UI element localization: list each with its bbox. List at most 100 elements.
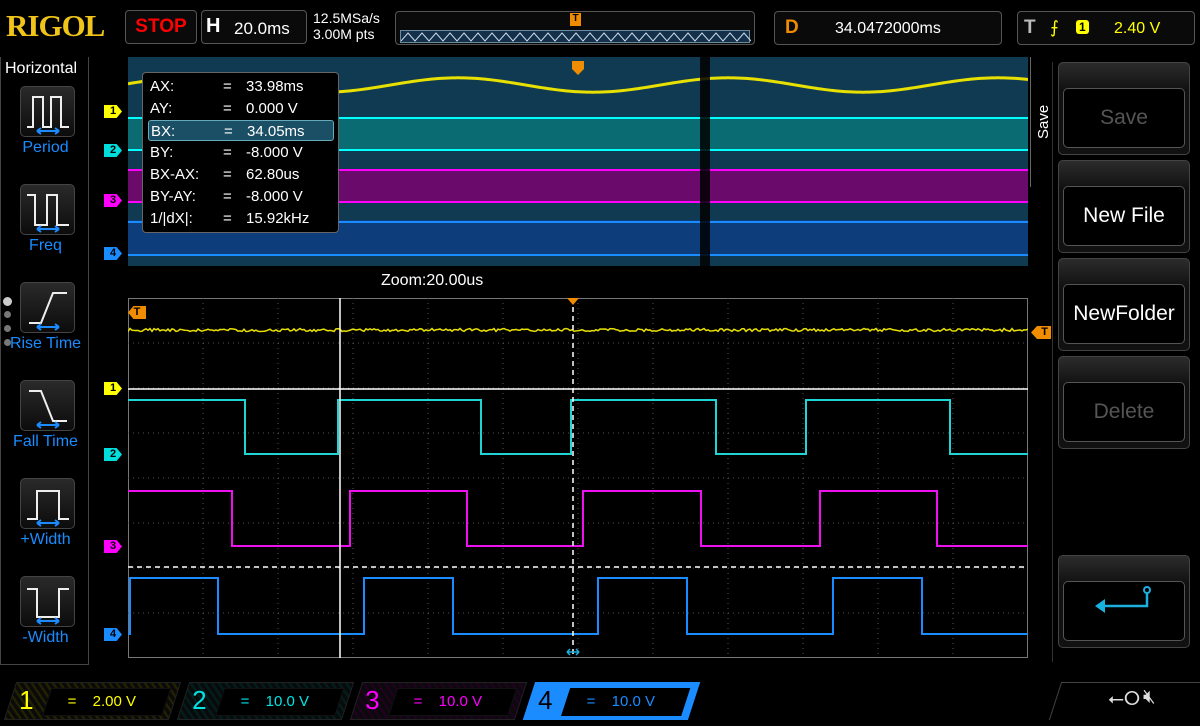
channel-4-marker: 4: [104, 247, 122, 260]
channel-scale: 10.0 V: [265, 689, 308, 715]
cursor-key: AY:: [150, 98, 172, 119]
channel-scale: 2.00 V: [92, 689, 135, 715]
channel-2-marker: 2: [104, 144, 122, 157]
back-button[interactable]: [1058, 555, 1190, 648]
zoom-waveform-window: [128, 298, 1028, 658]
measure-freq-button[interactable]: [20, 184, 75, 235]
cursor-equals: =: [223, 98, 232, 119]
cursor-value: 34.05ms: [247, 121, 305, 142]
cursor-key: BY:: [150, 142, 173, 163]
measure-label: Rise Time: [1, 335, 90, 353]
measure-width-button[interactable]: [20, 478, 75, 529]
coupling-icon: =: [241, 689, 250, 715]
channel-4-marker: 4: [104, 628, 122, 641]
period-icon: [21, 87, 76, 138]
measure-label: Freq: [1, 237, 90, 255]
sample-rate: 12.5MSa/s: [313, 10, 380, 26]
channel-1-tab[interactable]: 1 = 2.00 V: [4, 682, 181, 720]
rise-time-icon: [21, 283, 76, 334]
channel-3-marker: 3: [104, 540, 122, 553]
cursor-key: BY-AY:: [150, 186, 196, 207]
cursor-equals: =: [223, 76, 232, 97]
coupling-icon: =: [414, 689, 423, 715]
timebase-value: 20.0ms: [234, 19, 290, 39]
zoom-timebase-label: Zoom:20.00us: [381, 272, 483, 290]
channel-number: 4: [538, 685, 552, 716]
channel-3-marker: 3: [104, 194, 122, 207]
measure-label: -Width: [1, 629, 90, 647]
menu-page-dot[interactable]: [4, 325, 11, 332]
new-file-label: New File: [1063, 186, 1185, 246]
menu-page-dot[interactable]: [3, 297, 12, 306]
memory-waveform: [400, 30, 750, 43]
frequency-icon: [21, 185, 76, 236]
new-folder-label: NewFolder: [1063, 284, 1185, 344]
new-file-button[interactable]: New File: [1058, 160, 1190, 253]
memory-depth: 3.00M pts: [313, 26, 380, 42]
cursor-value: -8.000 V: [246, 186, 303, 207]
measure-label: +Width: [1, 531, 90, 549]
cursor-row: AX: = 33.98ms: [148, 76, 334, 97]
delay-value: 34.0472000ms: [835, 20, 941, 38]
channel-4-tab[interactable]: 4 = 10.0 V: [523, 682, 700, 720]
cursor-row[interactable]: BX: = 34.05ms: [148, 120, 334, 141]
delay-box[interactable]: D 34.0472000ms: [774, 11, 1002, 45]
measure-label: Fall Time: [1, 433, 90, 451]
channel-2-tab[interactable]: 2 = 10.0 V: [177, 682, 354, 720]
channel-4-trace: [128, 578, 1028, 634]
measure-period-button[interactable]: [20, 86, 75, 137]
cursor-key: 1/|dX|:: [150, 208, 193, 229]
timebase-key: H: [206, 15, 220, 38]
channel-number: 2: [192, 685, 206, 716]
usb-icon: ⭠⭘: [1108, 688, 1140, 711]
cursor-value: 33.98ms: [246, 76, 304, 97]
timebase-box[interactable]: H 20.0ms: [201, 10, 307, 44]
channel-1-marker: 1: [104, 382, 122, 395]
cursor-row: AY: = 0.000 V: [148, 98, 334, 119]
run-stop-status[interactable]: STOP: [125, 10, 197, 44]
menu-page-dot[interactable]: [4, 339, 11, 346]
channel-2-marker: 2: [104, 448, 122, 461]
channel-1-marker: 1: [104, 105, 122, 118]
measure-label: Period: [1, 139, 90, 157]
trigger-time-marker: [567, 298, 579, 305]
channel-number: 3: [365, 685, 379, 716]
cursor-equals: =: [223, 208, 232, 229]
cursor-key: BX:: [151, 121, 175, 142]
delete-button[interactable]: Delete: [1058, 356, 1190, 449]
menu-page-dot[interactable]: [4, 311, 11, 318]
cursor-equals: =: [223, 186, 232, 207]
measure-width-button[interactable]: [20, 576, 75, 627]
cursor-row: BY: = -8.000 V: [148, 142, 334, 163]
save-button[interactable]: Save: [1058, 62, 1190, 155]
rigol-logo: RIGOL: [6, 8, 104, 44]
channel-3-tab[interactable]: 3 = 10.0 V: [350, 682, 527, 720]
cursor-readout-panel: AX: = 33.98ms AY: = 0.000 V BX: = 34.05ms BY: = -8.…: [142, 72, 339, 233]
save-menu-tab: Save: [1030, 57, 1058, 187]
return-arrow-icon: [1089, 582, 1159, 622]
acquisition-info: 12.5MSa/s 3.00M pts: [313, 10, 380, 42]
cursor-value: 15.92kHz: [246, 208, 309, 229]
coupling-icon: =: [68, 689, 77, 715]
channel-scale: 10.0 V: [611, 689, 654, 715]
positive-width-icon: [21, 479, 76, 530]
new-folder-button[interactable]: NewFolder: [1058, 258, 1190, 351]
rising-edge-icon: ⨍: [1050, 18, 1059, 38]
trigger-position-marker: [572, 61, 584, 75]
trigger-level-marker-right: T: [1031, 326, 1051, 339]
measure-rise-time-button[interactable]: [20, 282, 75, 333]
cursor-key: AX:: [150, 76, 174, 97]
menu-title: Horizontal: [5, 60, 77, 78]
trigger-position-marker: T: [570, 13, 581, 26]
speaker-muted-icon: 🔇︎: [1143, 686, 1156, 709]
cursor-value: 0.000 V: [246, 98, 298, 119]
coupling-icon: =: [587, 689, 596, 715]
horizontal-measure-menu: Horizontal Period Freq Rise Time Fall Time +…: [0, 57, 89, 665]
cursor-value: 62.80us: [246, 164, 299, 185]
trigger-box[interactable]: T ⨍ 1 2.40 V: [1017, 11, 1195, 45]
cursor-row: BY-AY: = -8.000 V: [148, 186, 334, 207]
delete-label: Delete: [1063, 382, 1185, 442]
cursor-equals: =: [223, 142, 232, 163]
cursor-value: -8.000 V: [246, 142, 303, 163]
measure-fall-time-button[interactable]: [20, 380, 75, 431]
